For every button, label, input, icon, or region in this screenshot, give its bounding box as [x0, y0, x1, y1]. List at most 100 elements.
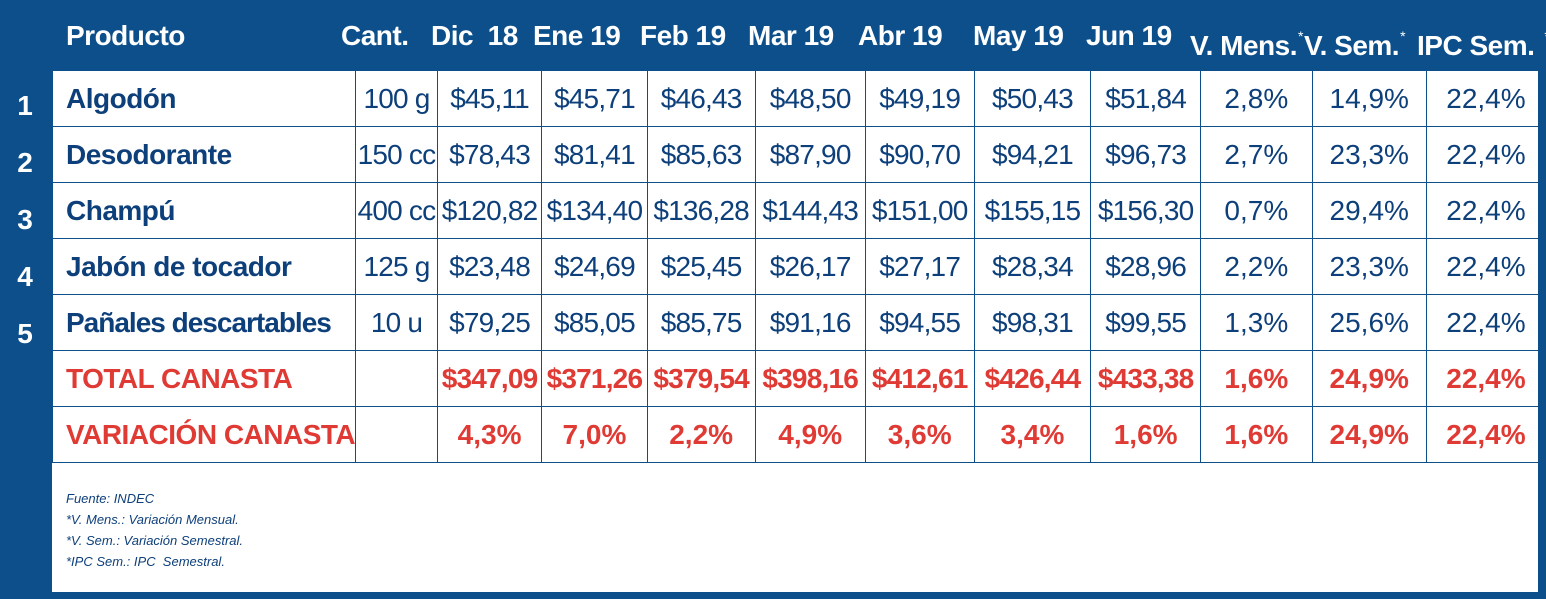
v-mens-cell: 0,7% [1200, 182, 1313, 239]
col-header-producto: Producto [66, 20, 185, 51]
table-row: Algodón 100 g $45,11 $45,71 $46,43 $48,5… [51, 70, 1546, 127]
table-header: Producto Cant. Dic 18 Ene 19 Feb 19 Mar … [0, 0, 1546, 70]
v-mens-cell: 1,3% [1200, 294, 1313, 351]
table-row: Jabón de tocador 125 g $23,48 $24,69 $25… [51, 238, 1546, 295]
v-mens-cell: 2,7% [1200, 126, 1313, 183]
price-cell: $46,43 [646, 70, 756, 127]
price-cell: $51,84 [1090, 70, 1202, 127]
quantity-cell [355, 406, 438, 463]
product-name: Pañales descartables [51, 294, 357, 351]
price-cell: $48,50 [754, 70, 866, 127]
quantity-cell: 150 cc [355, 126, 438, 183]
v-sem-cell: 23,3% [1311, 126, 1427, 183]
table-row: Desodorante 150 cc $78,43 $81,41 $85,63 … [51, 126, 1546, 183]
price-cell: $155,15 [973, 182, 1092, 239]
footnote-mark: * [1544, 28, 1546, 44]
v-sem-cell: 23,3% [1311, 238, 1427, 295]
total-cell: $347,09 [436, 350, 543, 407]
price-cell: $45,71 [541, 70, 648, 127]
price-cell: $50,43 [973, 70, 1092, 127]
total-cell: $433,38 [1090, 350, 1202, 407]
ipc-sem-cell: 22,4% [1425, 70, 1546, 127]
total-cell: $426,44 [973, 350, 1092, 407]
price-cell: $94,55 [864, 294, 975, 351]
col-header-may19: May 19 [973, 20, 1064, 51]
product-name: Desodorante [51, 126, 357, 183]
price-cell: $25,45 [646, 238, 756, 295]
col-header-mar19: Mar 19 [748, 20, 834, 51]
v-mens-cell: 1,6% [1200, 406, 1313, 463]
v-sem-cell: 24,9% [1311, 406, 1427, 463]
total-label: TOTAL CANASTA [51, 350, 357, 407]
price-cell: $151,00 [864, 182, 975, 239]
table-row: Champú 400 cc $120,82 $134,40 $136,28 $1… [51, 182, 1546, 239]
ipc-sem-cell: 22,4% [1425, 238, 1546, 295]
table-row: Pañales descartables 10 u $79,25 $85,05 … [51, 294, 1546, 351]
row-number: 1 [17, 90, 33, 121]
price-cell: $28,34 [973, 238, 1092, 295]
v-sem-cell: 24,9% [1311, 350, 1427, 407]
variation-cell: 3,4% [973, 406, 1092, 463]
ipc-sem-cell: 22,4% [1425, 406, 1546, 463]
variation-label: VARIACIÓN CANASTA [51, 406, 357, 463]
footnote-mark: * [1400, 28, 1406, 44]
price-cell: $134,40 [541, 182, 648, 239]
row-number: 5 [17, 318, 33, 349]
price-cell: $156,30 [1090, 182, 1202, 239]
product-name: Champú [51, 182, 357, 239]
source-note: Fuente: INDEC [66, 491, 155, 506]
variation-cell: 7,0% [541, 406, 648, 463]
price-cell: $78,43 [436, 126, 543, 183]
quantity-cell [355, 350, 438, 407]
price-cell: $91,16 [754, 294, 866, 351]
variation-cell: 3,6% [864, 406, 975, 463]
col-header-ene19: Ene 19 [533, 20, 621, 51]
row-number: 4 [17, 261, 33, 292]
variation-cell: 4,9% [754, 406, 866, 463]
v-mens-cell: 2,8% [1200, 70, 1313, 127]
price-cell: $81,41 [541, 126, 648, 183]
col-header-v-sem: V. Sem.* [1304, 28, 1406, 61]
price-cell: $24,69 [541, 238, 648, 295]
price-cell: $85,05 [541, 294, 648, 351]
col-header-abr19: Abr 19 [858, 20, 943, 51]
footnote: *V. Sem.: Variación Semestral. [66, 533, 244, 548]
row-number: 3 [17, 204, 33, 235]
col-header-ipc-sem: IPC Sem.* [1417, 0, 1546, 70]
price-cell: $85,63 [646, 126, 756, 183]
quantity-cell: 400 cc [355, 182, 438, 239]
total-cell: $412,61 [864, 350, 975, 407]
variation-cell: 2,2% [646, 406, 756, 463]
variation-cell: 4,3% [436, 406, 543, 463]
quantity-cell: 10 u [355, 294, 438, 351]
col-header-cant: Cant. [341, 20, 409, 51]
col-header-feb19: Feb 19 [640, 20, 726, 51]
price-cell: $120,82 [436, 182, 543, 239]
col-header-jun19: Jun 19 [1086, 20, 1172, 51]
price-cell: $87,90 [754, 126, 866, 183]
price-cell: $27,17 [864, 238, 975, 295]
price-table: Algodón 100 g $45,11 $45,71 $46,43 $48,5… [51, 70, 1546, 463]
price-cell: $136,28 [646, 182, 756, 239]
col-header-dic18: Dic 18 [431, 20, 518, 51]
price-cell: $98,31 [973, 294, 1092, 351]
total-cell: $398,16 [754, 350, 866, 407]
v-mens-cell: 2,2% [1200, 238, 1313, 295]
total-cell: $371,26 [541, 350, 648, 407]
variation-cell: 1,6% [1090, 406, 1202, 463]
price-cell: $49,19 [864, 70, 975, 127]
total-cell: $379,54 [646, 350, 756, 407]
price-cell: $85,75 [646, 294, 756, 351]
price-cell: $96,73 [1090, 126, 1202, 183]
v-sem-cell: 29,4% [1311, 182, 1427, 239]
footnotes: Fuente: INDEC *V. Mens.: Variación Mensu… [66, 488, 243, 572]
price-cell: $28,96 [1090, 238, 1202, 295]
row-number: 2 [17, 147, 33, 178]
quantity-cell: 125 g [355, 238, 438, 295]
product-name: Algodón [51, 70, 357, 127]
variation-row: VARIACIÓN CANASTA 4,3% 7,0% 2,2% 4,9% 3,… [51, 406, 1546, 463]
quantity-cell: 100 g [355, 70, 438, 127]
price-cell: $90,70 [864, 126, 975, 183]
ipc-sem-cell: 22,4% [1425, 126, 1546, 183]
price-cell: $45,11 [436, 70, 543, 127]
